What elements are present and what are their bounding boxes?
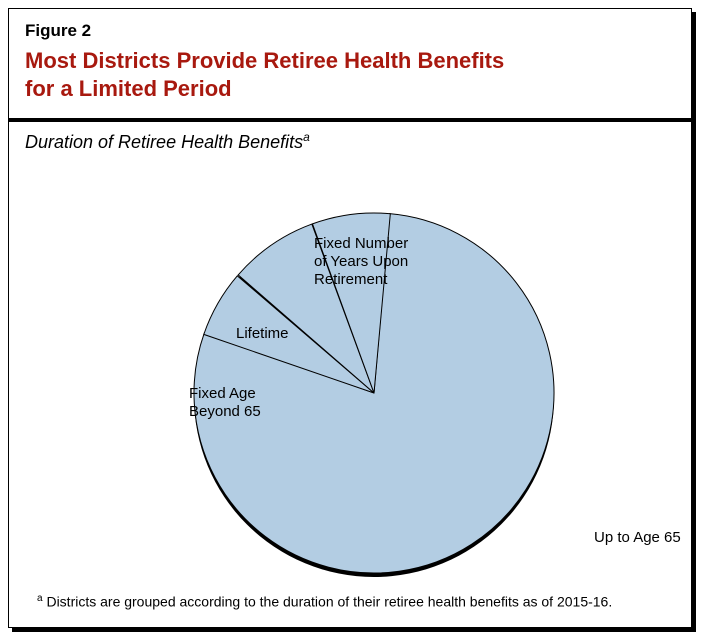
figure-header: Figure 2 Most Districts Provide Retiree … [9, 9, 691, 110]
figure-box: Figure 2 Most Districts Provide Retiree … [8, 8, 692, 628]
figure-subtitle: Duration of Retiree Health Benefitsa [9, 122, 691, 153]
chart-area: Up to Age 65 Fixed Age Beyond 65 Lifetime F… [9, 153, 691, 593]
footnote: a Districts are grouped according to the… [9, 593, 691, 626]
figure-title-line1: Most Districts Provide Retiree Health Be… [25, 48, 504, 73]
figure-title: Most Districts Provide Retiree Health Be… [25, 47, 675, 102]
figure-label: Figure 2 [25, 21, 675, 41]
slice-label: Lifetime [236, 325, 289, 343]
slice-label: Fixed Number of Years Upon Retirement [314, 235, 408, 289]
subtitle-sup: a [303, 130, 310, 144]
slice-label: Fixed Age Beyond 65 [189, 385, 261, 421]
subtitle-text: Duration of Retiree Health Benefits [25, 132, 303, 152]
footnote-text: Districts are grouped according to the d… [43, 594, 613, 610]
figure-title-line2: for a Limited Period [25, 76, 232, 101]
slice-label: Up to Age 65 [594, 529, 681, 547]
